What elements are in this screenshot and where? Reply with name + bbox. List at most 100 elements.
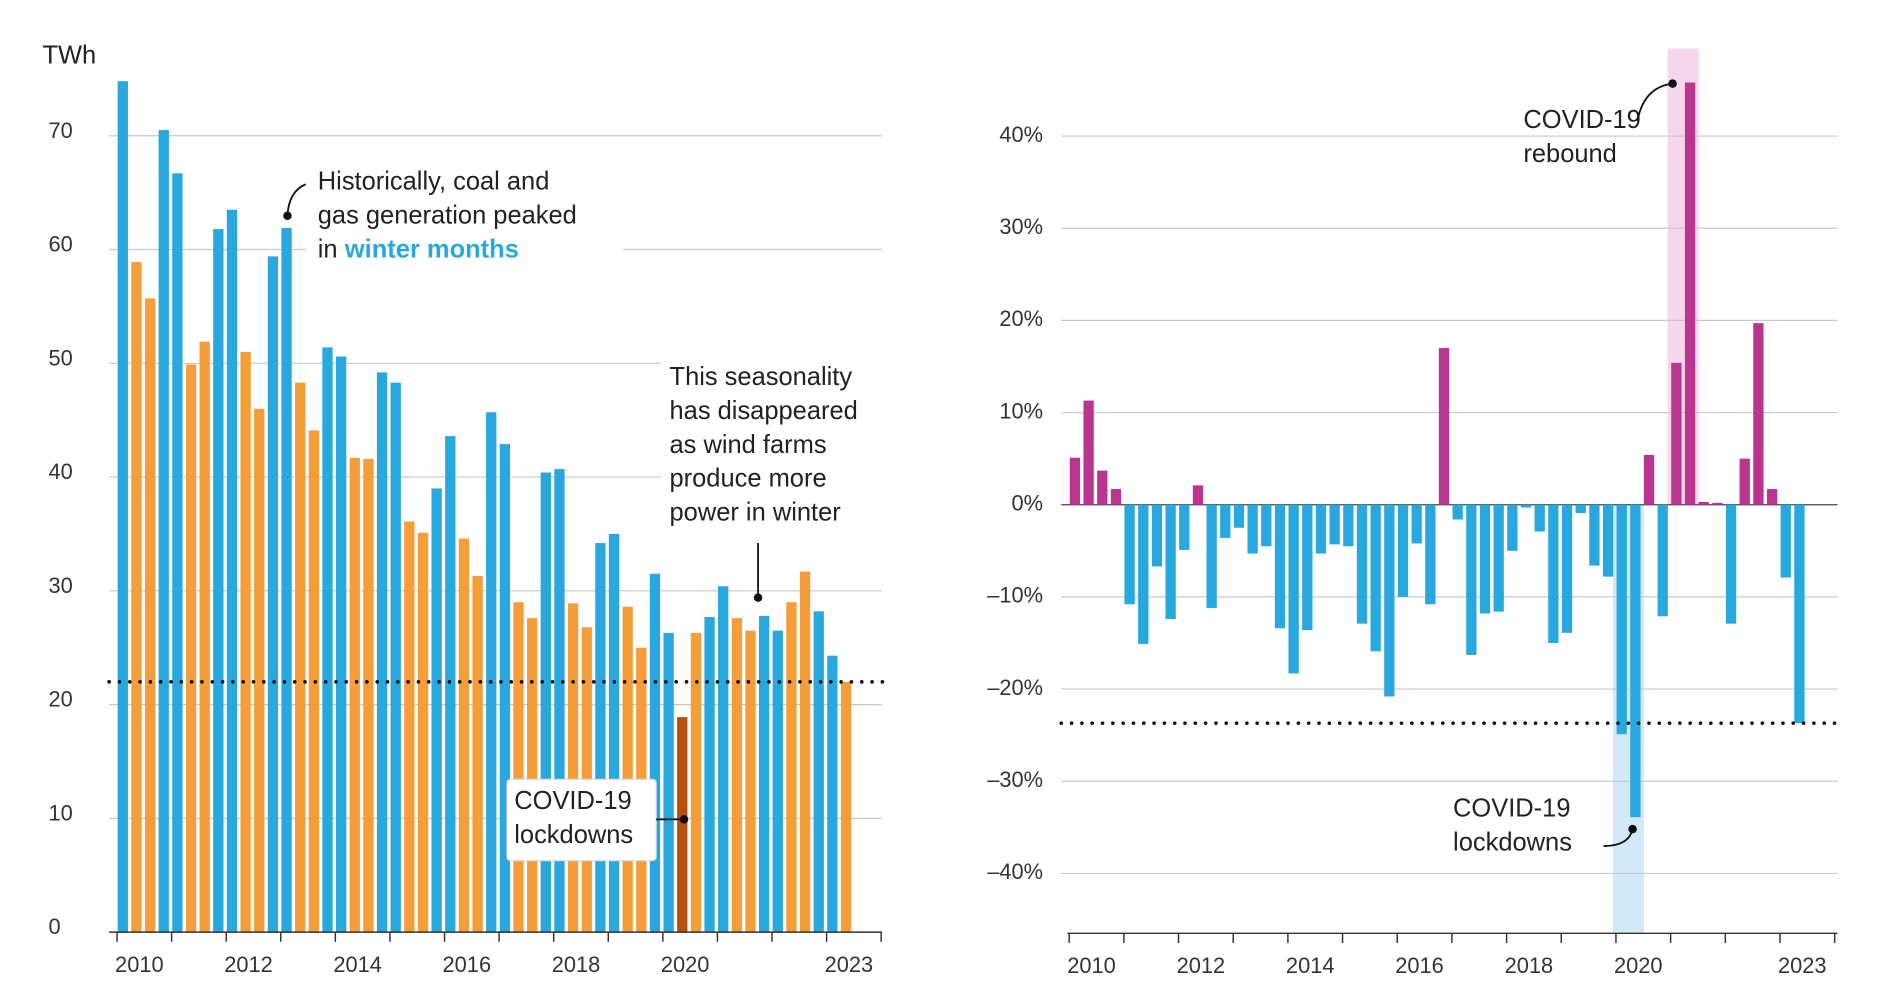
- y-tick-label: 0%: [1012, 491, 1044, 516]
- bar: [1712, 502, 1723, 505]
- bar: [1507, 504, 1518, 551]
- y-tick-label: 60: [49, 232, 73, 257]
- bar: [1479, 504, 1491, 614]
- bar: [158, 130, 169, 933]
- bar: [608, 533, 620, 933]
- bar: [1110, 489, 1122, 505]
- annotation: in: [318, 236, 338, 264]
- y-tick-label: 70: [49, 118, 73, 143]
- y-tick-label: 20%: [999, 306, 1043, 331]
- bar: [677, 717, 688, 933]
- annotation-dot: [679, 815, 689, 824]
- bar: [1657, 504, 1668, 617]
- annotation-dot: [1668, 79, 1677, 88]
- annotation: COVID-19: [1453, 794, 1570, 822]
- bar: [1261, 504, 1272, 547]
- bar: [718, 586, 729, 933]
- bar: [1698, 501, 1709, 505]
- bar: [1343, 504, 1354, 547]
- y-tick-label: –20%: [987, 675, 1043, 700]
- bar: [595, 543, 606, 933]
- bar: [1452, 504, 1463, 520]
- x-tick-label: 2012: [224, 952, 273, 977]
- bar: [1725, 504, 1737, 624]
- bar: [417, 532, 429, 933]
- annotation-highlight: winter months: [344, 236, 519, 264]
- bar: [281, 227, 292, 933]
- annotation: Historically, coal and: [318, 168, 550, 196]
- y-tick-label: 10: [49, 800, 73, 825]
- bar: [1288, 504, 1299, 674]
- y-tick-label: –40%: [987, 859, 1043, 884]
- bar: [1069, 457, 1081, 505]
- annotation-bg: [305, 164, 624, 270]
- bar: [431, 488, 442, 933]
- y-tick-label: 10%: [999, 398, 1043, 423]
- x-tick-label: 2018: [552, 952, 601, 977]
- annotation: rebound: [1523, 140, 1616, 168]
- bar: [540, 472, 551, 933]
- x-tick-label: 2018: [1505, 953, 1554, 978]
- bar: [1274, 504, 1286, 629]
- bar: [199, 341, 210, 933]
- bar: [758, 615, 770, 933]
- bar: [1411, 504, 1422, 544]
- annotation: COVID-19: [1523, 106, 1640, 134]
- bar: [1370, 504, 1381, 652]
- bar: [1356, 504, 1368, 624]
- bar: [144, 298, 156, 933]
- bar: [349, 457, 360, 933]
- bar: [1097, 470, 1108, 505]
- bar: [1575, 504, 1586, 514]
- bar: [499, 444, 511, 933]
- bar: [1466, 504, 1477, 655]
- bar: [1151, 504, 1163, 567]
- bar: [1124, 504, 1135, 605]
- y-tick-label: 40%: [999, 122, 1043, 147]
- y-tick-label: 30%: [999, 214, 1043, 239]
- bar: [1247, 504, 1258, 554]
- annotation-leader: [286, 183, 307, 216]
- bar: [1220, 504, 1231, 538]
- bar: [363, 458, 374, 933]
- bar: [185, 364, 197, 933]
- bar: [322, 347, 333, 933]
- y-axis-label: TWh: [42, 42, 96, 70]
- annotation: has disappeared: [670, 397, 858, 425]
- bar: [1630, 504, 1641, 818]
- x-tick-label: 2014: [333, 952, 382, 977]
- bar: [1329, 504, 1340, 545]
- annotation: power in winter: [670, 499, 842, 527]
- y-tick-label: 30: [49, 573, 73, 598]
- bar: [458, 538, 470, 933]
- bar: [786, 602, 797, 933]
- bar: [1192, 485, 1204, 505]
- bar: [1315, 504, 1327, 554]
- bar: [690, 632, 702, 933]
- bar: [1602, 504, 1614, 577]
- bar: [1302, 504, 1313, 631]
- bar: [1643, 454, 1655, 505]
- x-tick-label: 2016: [443, 952, 492, 977]
- bar: [172, 173, 183, 933]
- x-tick-label: 2020: [661, 952, 710, 977]
- annotation: lockdowns: [514, 821, 633, 849]
- annotation: lockdowns: [1453, 828, 1572, 856]
- bar: [745, 630, 756, 933]
- bar: [1438, 348, 1450, 505]
- bar: [1753, 323, 1764, 505]
- bar: [1493, 504, 1504, 612]
- bar: [254, 408, 265, 933]
- x-tick-label: 2016: [1395, 953, 1444, 978]
- bar: [1384, 504, 1395, 697]
- annotation-leader: [1636, 82, 1673, 122]
- annotation: COVID-19: [514, 787, 631, 815]
- bar: [1083, 400, 1094, 505]
- bar: [1425, 504, 1436, 605]
- bar: [117, 81, 128, 933]
- annotation-dot: [753, 593, 763, 602]
- bar: [827, 655, 838, 933]
- bar: [1534, 504, 1545, 532]
- annotation-bg: [661, 358, 886, 531]
